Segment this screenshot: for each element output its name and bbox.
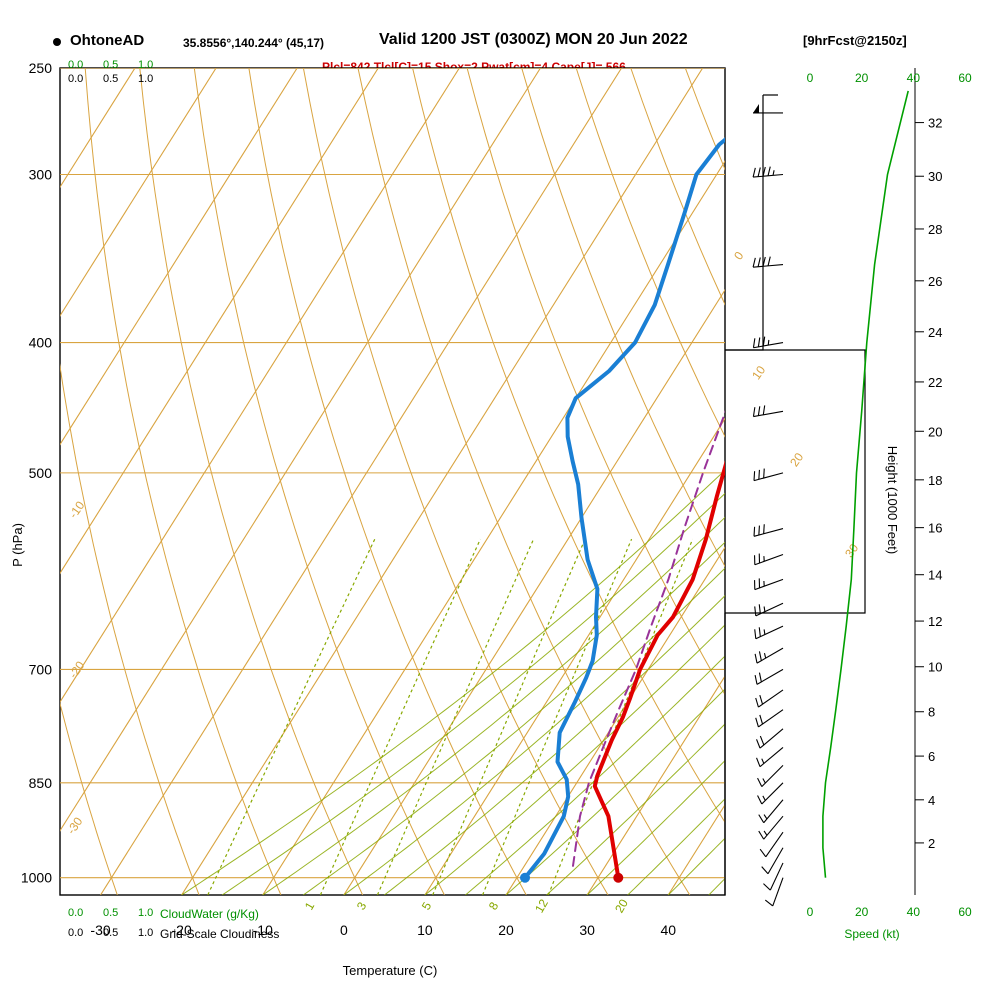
svg-text:40: 40 <box>660 922 676 938</box>
svg-text:-10: -10 <box>253 922 273 938</box>
svg-text:30: 30 <box>928 169 942 184</box>
svg-text:1.0: 1.0 <box>138 907 153 919</box>
svg-text:0.5: 0.5 <box>103 73 118 85</box>
svg-text:40: 40 <box>907 71 921 85</box>
svg-text:4: 4 <box>928 793 935 808</box>
svg-text:0: 0 <box>340 922 348 938</box>
svg-text:24: 24 <box>928 325 942 340</box>
wind-speed-curve <box>822 90 909 878</box>
grid-lines <box>60 68 725 895</box>
svg-text:10: 10 <box>417 922 433 938</box>
svg-text:1.0: 1.0 <box>138 59 153 71</box>
svg-text:0: 0 <box>731 249 746 263</box>
svg-text:500: 500 <box>29 465 53 481</box>
svg-text:0.5: 0.5 <box>103 907 118 919</box>
svg-text:10: 10 <box>928 660 942 675</box>
svg-text:30: 30 <box>579 922 595 938</box>
svg-text:3: 3 <box>354 899 370 912</box>
svg-text:0: 0 <box>807 905 814 919</box>
svg-text:16: 16 <box>928 521 942 536</box>
plot-frame <box>59 67 726 896</box>
svg-text:0.0: 0.0 <box>68 59 83 71</box>
svg-text:10: 10 <box>749 363 768 382</box>
svg-text:-20: -20 <box>172 922 192 938</box>
svg-text:26: 26 <box>928 274 942 289</box>
svg-text:0.0: 0.0 <box>68 907 83 919</box>
wind-barbs <box>752 103 784 907</box>
svg-text:60: 60 <box>958 905 972 919</box>
svg-text:18: 18 <box>928 473 942 488</box>
svg-text:8: 8 <box>486 899 502 912</box>
forecast-stamp: [9hrFcst@2150z] <box>803 33 907 48</box>
height-speed-axis: 2468101214161820222426283032002020404060… <box>807 68 972 919</box>
svg-text:2: 2 <box>928 836 935 851</box>
svg-text:40: 40 <box>907 905 921 919</box>
svg-text:20: 20 <box>855 905 869 919</box>
svg-text:22: 22 <box>928 375 942 390</box>
svg-text:1.0: 1.0 <box>138 927 153 939</box>
svg-text:20: 20 <box>855 71 869 85</box>
svg-text:850: 850 <box>29 775 53 791</box>
svg-text:20: 20 <box>787 450 806 469</box>
svg-text:250: 250 <box>29 60 53 76</box>
svg-text:0: 0 <box>807 71 814 85</box>
svg-text:14: 14 <box>928 568 942 583</box>
station-coords: 35.8556°,140.244° (45,17) <box>183 36 325 50</box>
svg-text:20: 20 <box>612 896 631 915</box>
svg-text:20: 20 <box>498 922 514 938</box>
svg-text:700: 700 <box>29 661 53 677</box>
svg-text:1.0: 1.0 <box>138 73 153 85</box>
svg-text:0.5: 0.5 <box>103 59 118 71</box>
svg-text:1000: 1000 <box>21 870 52 886</box>
svg-text:-30: -30 <box>90 922 110 938</box>
svg-text:0.0: 0.0 <box>68 927 83 939</box>
svg-text:12: 12 <box>928 614 942 629</box>
svg-text:0.5: 0.5 <box>103 927 118 939</box>
svg-text:60: 60 <box>958 71 972 85</box>
svg-text:28: 28 <box>928 222 942 237</box>
station-dot <box>53 38 61 46</box>
svg-text:5: 5 <box>419 899 435 912</box>
station-name: OhtoneAD <box>70 32 145 49</box>
svg-text:400: 400 <box>29 335 53 351</box>
svg-text:300: 300 <box>29 166 53 182</box>
svg-text:1: 1 <box>302 899 318 912</box>
svg-text:20: 20 <box>928 424 942 439</box>
svg-text:32: 32 <box>928 116 942 131</box>
data-lines <box>520 137 725 883</box>
svg-text:6: 6 <box>928 749 935 764</box>
svg-text:0.0: 0.0 <box>68 73 83 85</box>
svg-text:12: 12 <box>532 896 551 915</box>
valid-time: Valid 1200 JST (0300Z) MON 20 Jun 2022 <box>379 31 688 48</box>
svg-text:8: 8 <box>928 705 935 720</box>
wind-barb-panel <box>724 94 866 895</box>
